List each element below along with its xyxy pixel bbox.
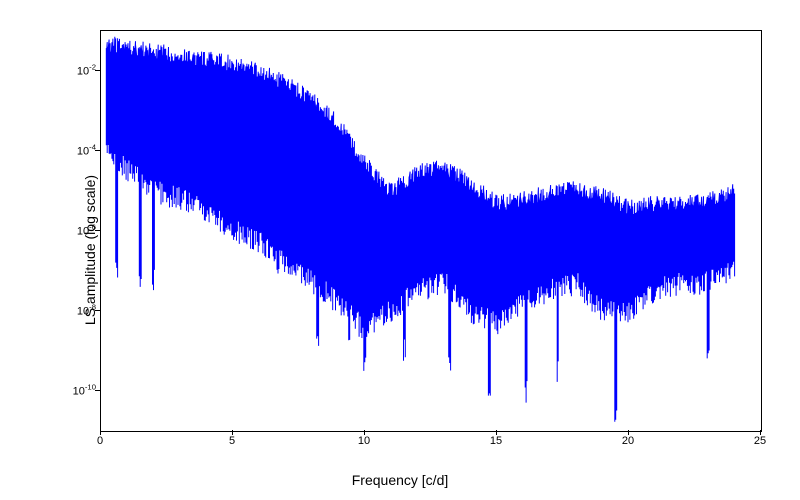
y-tick: 10-6 bbox=[36, 223, 96, 238]
plot-area bbox=[100, 30, 762, 432]
periodogram-chart: Frequency [c/d] LS amplitude (log scale)… bbox=[0, 0, 800, 500]
x-tick: 5 bbox=[229, 435, 235, 447]
y-tick: 10-10 bbox=[36, 383, 96, 398]
periodogram-line bbox=[106, 37, 734, 422]
x-axis-label: Frequency [c/d] bbox=[0, 472, 800, 488]
x-tick: 10 bbox=[358, 435, 370, 447]
x-tick: 25 bbox=[754, 435, 766, 447]
y-tick: 10-8 bbox=[36, 303, 96, 318]
y-tick: 10-2 bbox=[36, 63, 96, 78]
plot-svg bbox=[101, 31, 761, 431]
y-tick: 10-4 bbox=[36, 143, 96, 158]
x-tick: 0 bbox=[97, 435, 103, 447]
x-tick: 20 bbox=[622, 435, 634, 447]
x-tick: 15 bbox=[490, 435, 502, 447]
